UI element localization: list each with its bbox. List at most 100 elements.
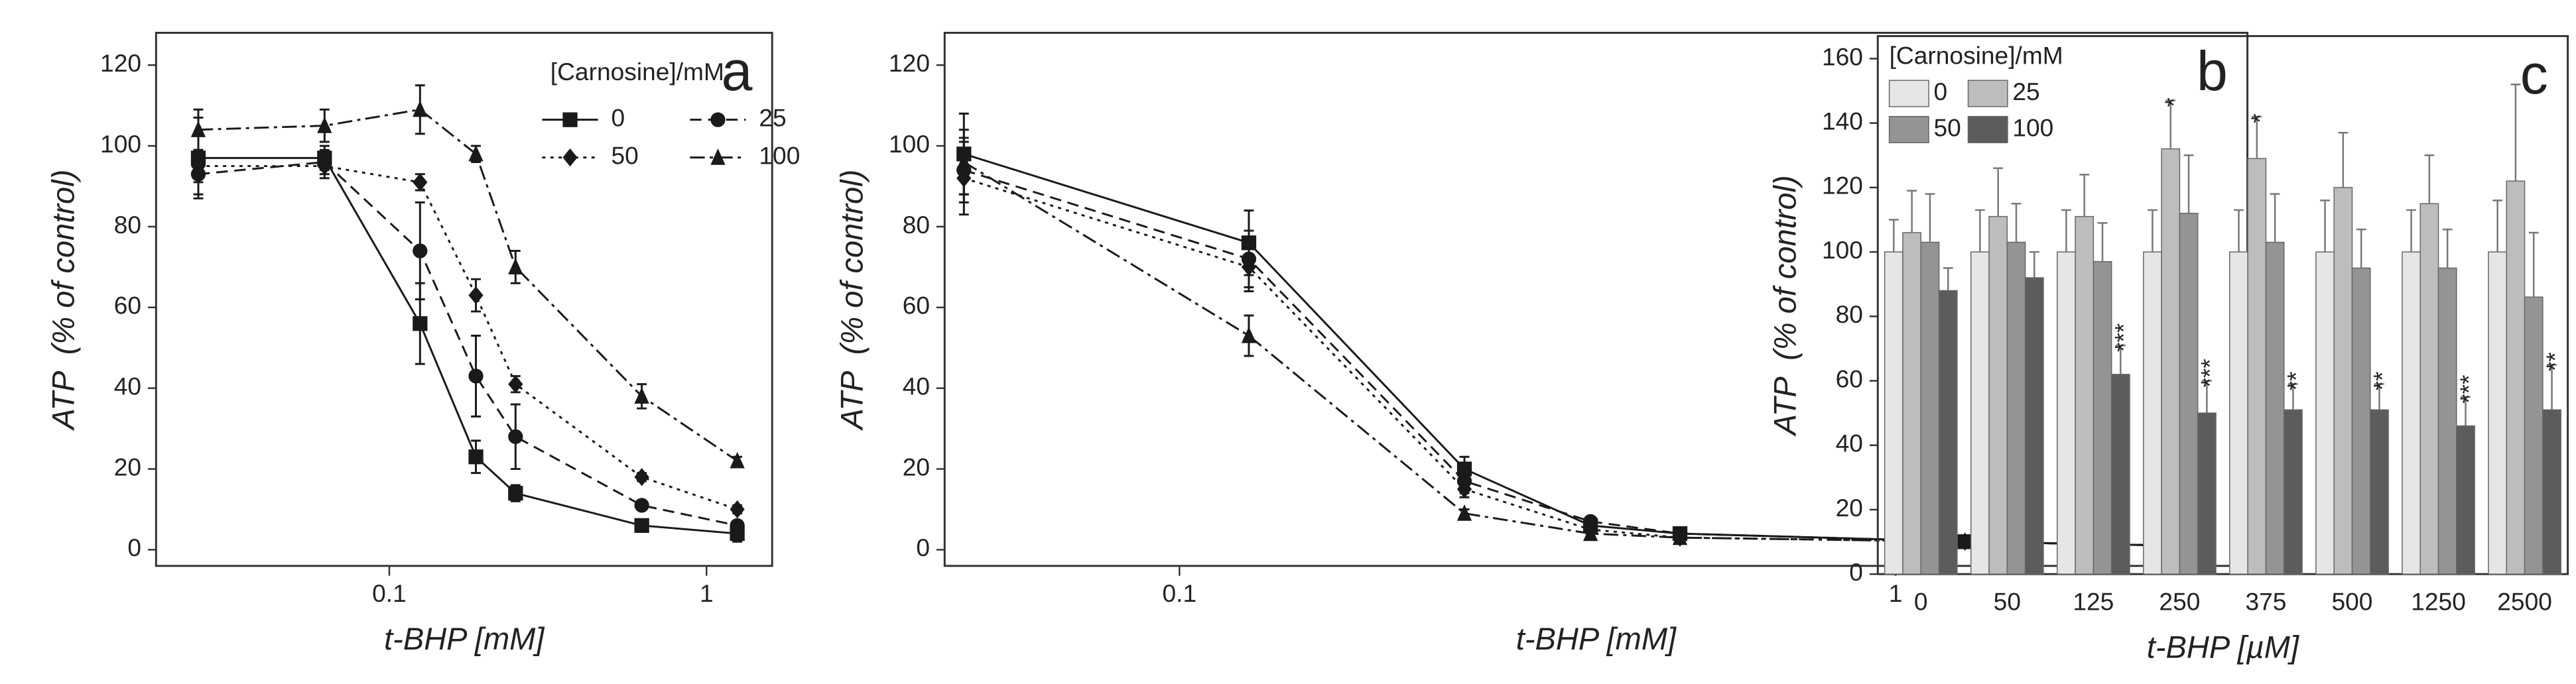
marker	[730, 451, 745, 469]
error-bar	[2424, 154, 2435, 204]
significance: ***	[2196, 359, 2224, 387]
error-bar	[2029, 251, 2039, 278]
y-tick-label: 120	[1822, 172, 1863, 200]
marker	[634, 468, 649, 486]
legend-swatch	[1967, 115, 2008, 144]
marker	[710, 148, 726, 165]
error-bar	[2461, 396, 2471, 426]
bar	[2075, 215, 2094, 575]
error-bar	[2252, 115, 2262, 159]
significance: ***	[2455, 374, 2482, 403]
bar	[2197, 412, 2217, 575]
error-bar	[2510, 84, 2521, 182]
marker	[1456, 504, 1472, 521]
marker	[508, 485, 523, 501]
curve	[198, 165, 738, 510]
error-bar	[1888, 219, 1899, 253]
error-bar	[2287, 383, 2298, 410]
significance: **	[2368, 371, 2396, 390]
marker	[468, 144, 483, 162]
marker	[508, 258, 523, 275]
y-axis-label: ATP (% of control)	[45, 170, 80, 431]
x-tick-label: 1	[1889, 579, 1903, 607]
legend-swatch	[1888, 80, 1929, 107]
bar	[2057, 251, 2076, 575]
significance: *	[2246, 113, 2274, 123]
error-bar	[2270, 193, 2280, 243]
x-tick-label: 0.1	[1163, 579, 1197, 607]
marker	[317, 117, 332, 133]
curve	[198, 160, 738, 527]
legend-swatch	[1967, 80, 2008, 107]
bar	[2351, 267, 2371, 575]
marker	[634, 498, 649, 513]
bar	[2110, 374, 2130, 575]
y-tick-label: 0	[1849, 558, 1863, 586]
error-bar	[2183, 154, 2194, 213]
bar	[2456, 425, 2475, 575]
marker	[1957, 532, 1972, 549]
marker	[413, 173, 428, 192]
error-bar	[2356, 228, 2366, 268]
y-tick-label: 100	[1822, 236, 1863, 264]
error-bar	[2442, 228, 2453, 268]
bar	[1988, 215, 2008, 575]
x-axis-label: t-BHP [mM]	[1516, 621, 1677, 656]
bar	[2284, 409, 2303, 575]
bar	[2179, 213, 2199, 575]
error-bar	[1907, 190, 1917, 233]
marker	[1672, 528, 1688, 545]
error-bar	[2547, 364, 2557, 410]
x-tick-label: 500	[2332, 588, 2373, 616]
legend-label: 25	[759, 103, 786, 131]
legend-label: 50	[1933, 113, 1961, 141]
bar	[1938, 290, 1958, 575]
bar	[1970, 251, 1990, 575]
marker	[413, 100, 428, 117]
y-axis-label: ATP (% of control)	[834, 170, 869, 431]
bar	[2402, 251, 2421, 575]
legend-title: [Carnosine]/mM	[1890, 41, 2063, 69]
bar	[2524, 296, 2544, 575]
y-tick-label: 120	[100, 49, 141, 77]
panel-label: c	[2520, 43, 2548, 105]
y-tick-label: 20	[903, 453, 930, 481]
error-bar	[2011, 202, 2022, 243]
y-tick-label: 0	[916, 534, 930, 561]
marker	[413, 243, 428, 258]
y-tick-label: 40	[1836, 429, 1863, 457]
y-tick-label: 60	[903, 292, 930, 319]
y-tick-label: 100	[100, 130, 141, 158]
error-bar	[2061, 209, 2071, 253]
marker	[190, 121, 206, 137]
marker	[508, 375, 523, 394]
legend-label: 100	[759, 141, 800, 169]
marker	[634, 387, 649, 404]
x-axis-label: t-BHP [µM]	[2147, 629, 2299, 664]
error-bar	[2320, 200, 2330, 253]
legend-label: 25	[2012, 78, 2039, 105]
y-tick-label: 120	[889, 49, 930, 77]
y-tick-label: 20	[1836, 494, 1863, 522]
x-tick-label: 1	[700, 579, 714, 607]
marker	[468, 449, 483, 465]
y-tick-label: 0	[127, 534, 141, 561]
x-tick-label: 0.1	[372, 579, 407, 607]
significance: ***	[2110, 323, 2138, 352]
curve	[198, 156, 738, 535]
error-bar	[2165, 99, 2176, 149]
marker	[1582, 524, 1598, 542]
x-tick-label: 2500	[2497, 588, 2552, 616]
legend-label: 0	[611, 103, 625, 131]
y-tick-label: 40	[903, 372, 930, 400]
marker	[730, 518, 745, 534]
error-bar	[2374, 383, 2384, 410]
error-bar	[2234, 209, 2244, 253]
marker	[710, 112, 726, 127]
bar	[1920, 241, 1940, 575]
marker	[730, 500, 745, 519]
bar	[2024, 277, 2044, 575]
error-bar	[1943, 267, 1953, 291]
bar	[2542, 409, 2561, 575]
significance: *	[2159, 97, 2187, 107]
